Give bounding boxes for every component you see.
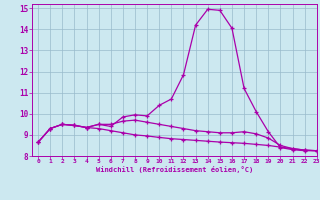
- X-axis label: Windchill (Refroidissement éolien,°C): Windchill (Refroidissement éolien,°C): [96, 166, 253, 173]
